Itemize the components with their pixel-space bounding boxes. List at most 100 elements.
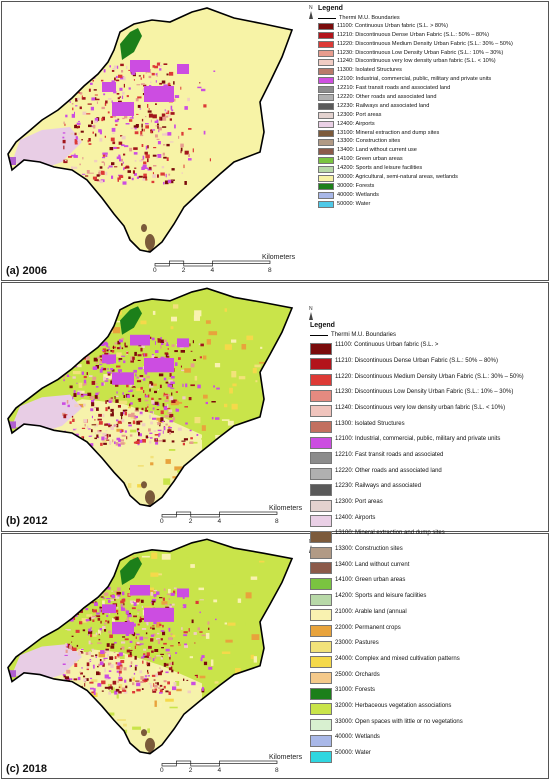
map-urban-patch [130,127,134,130]
map-cultivation-patch [219,446,224,453]
map-urban-patch [99,661,104,666]
map-industrial-block [144,607,174,622]
map-urban-patch [191,681,196,686]
map-urban-patch [73,166,78,169]
map-cultivation-patch [98,651,106,658]
map-urban-patch [74,353,77,358]
legend-item-14100: 14100: Green urban areas [318,156,548,164]
map-urban-patch [99,364,103,366]
map-urban-patch [168,114,171,117]
map-cultivation-patch [147,728,150,733]
map-urban-patch [180,147,183,152]
map-urban-patch [122,689,127,692]
map-urban-patch [129,665,131,668]
map-cultivation-patch [222,449,228,454]
map-urban-patch [163,685,166,689]
map-cultivation-patch [106,646,110,649]
legend-item-11300: 11300: Isolated Structures [310,421,542,434]
map-cultivation-patch [116,352,122,358]
map-urban-patch [152,174,157,178]
map-urban-patch [158,398,162,400]
legend-item-40000: 40000: Wetlands [318,192,548,200]
map-urban-patch [67,404,70,408]
map-urban-patch [180,365,182,368]
map-cultivation-patch [177,469,181,473]
map-urban-patch [73,393,77,397]
map-cultivation-patch [193,315,200,321]
map-urban-patch [87,392,92,396]
map-urban-patch [146,375,150,379]
map-urban-patch [167,132,172,136]
map-urban-patch [169,71,174,76]
map-urban-patch [101,690,104,692]
map-cultivation-patch [50,352,57,357]
map-urban-patch [158,64,162,67]
map-urban-patch [80,338,86,341]
map-urban-patch [167,384,172,388]
map-cultivation-patch [90,701,95,705]
map-urban-patch [140,83,145,86]
map-urban-patch [137,398,141,401]
map-urban-patch [97,642,102,644]
map-urban-patch [131,607,136,610]
legend-swatch-50000 [310,750,332,763]
map-urban-patch [68,596,71,600]
legend-swatch-11300 [310,421,332,434]
map-urban-patch [77,97,80,101]
map-urban-patch [104,674,109,679]
map-urban-patch [71,635,74,637]
map-cultivation-patch [80,488,88,494]
map-urban-patch [130,665,132,667]
map-urban-patch [115,616,119,621]
map-urban-patch [153,589,158,592]
map-urban-patch [197,384,201,389]
map-urban-patch [121,641,126,644]
map-cultivation-patch [260,563,268,568]
map-urban-patch [76,587,78,591]
map-urban-patch [156,138,160,140]
map-urban-patch [165,606,170,608]
scale-unit-label: Kilometers [262,254,296,261]
map-cultivation-patch [39,714,44,719]
map-urban-patch [135,636,137,639]
map-urban-patch [142,89,146,92]
legend-swatch-12210 [310,452,332,465]
map-urban-patch [104,629,107,632]
map-cultivation-patch [255,684,262,688]
map-urban-patch [144,677,147,680]
legend-swatch-12230 [310,483,332,496]
map-urban-patch [135,373,137,377]
map-urban-patch [138,75,141,77]
map-mineral-site [145,234,155,250]
map-cultivation-patch [205,320,211,324]
map-urban-patch [122,591,125,596]
map-urban-patch [112,132,115,134]
map-urban-patch [169,373,172,377]
map-urban-patch [166,407,171,410]
map-urban-patch [128,424,132,427]
map-cultivation-patch [231,403,238,410]
map-urban-patch [107,368,109,370]
map-urban-patch [152,598,157,602]
map-urban-patch [88,651,92,656]
map-urban-patch [110,116,113,118]
map-panel-2012: (b) 2012 Kilometers 0 2 4 8 N [1,282,549,532]
map-cultivation-patch [184,563,192,566]
map-urban-patch [129,384,133,387]
map-urban-patch [201,634,206,637]
map-urban-patch [193,359,196,361]
legend-label-13100: 13100: Mineral extraction and dump sites [335,530,445,537]
map-urban-patch [161,80,166,84]
map-urban-patch [94,133,97,137]
map-urban-patch [149,336,152,339]
legend-item-12400: 12400: Airports [310,515,542,528]
map-cultivation-patch [78,382,83,388]
map-urban-patch [190,363,195,368]
map-urban-patch [154,401,159,405]
map-cultivation-patch [143,350,147,353]
map-cultivation-patch [76,364,82,368]
map-urban-patch [117,97,120,100]
map-urban-patch [72,592,77,596]
map-cultivation-patch [103,491,109,497]
map-urban-patch [116,65,119,69]
